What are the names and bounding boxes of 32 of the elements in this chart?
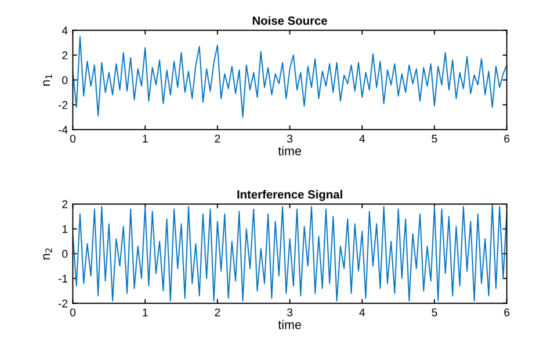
x-tick-label: 1 — [142, 134, 148, 143]
y-tick-label: -1 — [58, 274, 68, 283]
x-tick-label: 3 — [287, 308, 292, 316]
x-tick-label: 2 — [214, 308, 220, 316]
y-tick-label: 2 — [62, 51, 68, 60]
y-axis-title: n$_{2}$ — [43, 248, 52, 260]
y-tick-label: 1 — [62, 225, 68, 233]
y-tick-label: -2 — [58, 300, 68, 308]
x-tick-label: 5 — [432, 308, 438, 316]
x-tick-label: 0 — [70, 134, 76, 143]
chart-title: Interference Signal — [237, 190, 342, 201]
x-tick-label: 5 — [432, 134, 438, 143]
x-axis-title: time — [278, 320, 302, 330]
x-tick-label: 0 — [70, 308, 76, 316]
chart-title: Noise Source — [252, 16, 328, 25]
x-tick-label: 6 — [504, 134, 510, 143]
x-tick-label: 1 — [142, 308, 148, 316]
x-axis-title: time — [278, 146, 302, 156]
x-tick-label: 3 — [287, 134, 292, 143]
x-tick-label: 4 — [359, 134, 365, 143]
line-series — [72, 204, 507, 302]
line-series — [72, 36, 507, 118]
y-tick-label: 2 — [62, 200, 68, 208]
x-tick-label: 4 — [359, 308, 365, 316]
y-tick-label: 0 — [62, 250, 68, 258]
y-tick-label: 0 — [62, 76, 68, 84]
x-tick-label: 2 — [214, 134, 220, 143]
x-tick-label: 6 — [504, 308, 510, 316]
y-tick-label: -4 — [58, 126, 68, 134]
y-tick-label: 4 — [62, 26, 68, 34]
y-tick-label: -2 — [58, 101, 68, 109]
y-axis-title: n$_{1}$ — [43, 74, 52, 86]
